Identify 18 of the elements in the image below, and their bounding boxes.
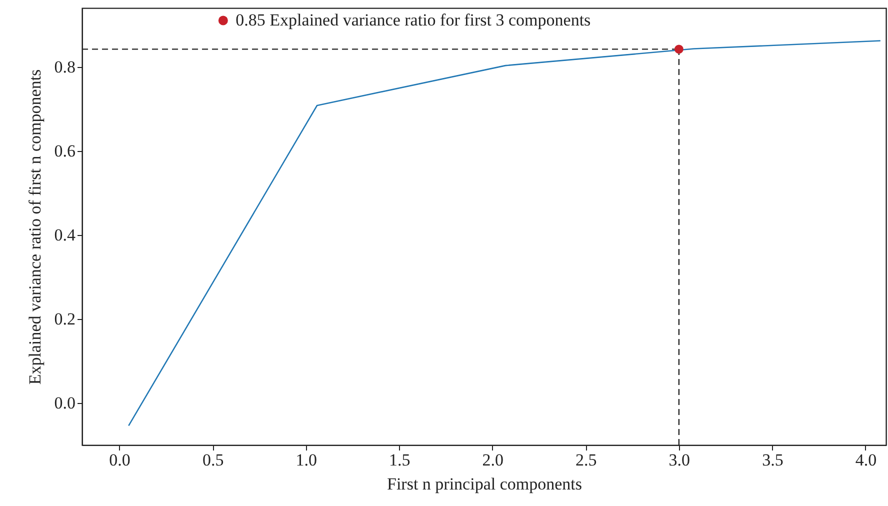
legend-label: 0.85 Explained variance ratio for first 3 components	[236, 10, 591, 30]
y-axis-title: Explained variance ratio of first n components	[25, 69, 44, 385]
y-tick-label: 0.4	[54, 225, 76, 244]
x-tick-label: 4.0	[855, 450, 877, 470]
x-tick-label: 2.0	[482, 450, 504, 470]
y-tick-label: 0.6	[54, 141, 76, 160]
x-tick-label: 3.0	[668, 450, 690, 470]
y-tick-label: 0.2	[54, 309, 76, 328]
x-tick-label: 2.5	[576, 450, 597, 470]
line-series	[128, 40, 882, 426]
x-tick-label: 0.0	[109, 450, 130, 470]
x-tick-label: 1.5	[389, 450, 410, 470]
x-tick-label: 3.5	[762, 450, 784, 470]
y-tick-label: 0.8	[54, 57, 76, 76]
x-tick-label: 0.5	[202, 450, 224, 470]
x-axis-title: First n principal components	[386, 474, 582, 494]
x-tick-label: 1.0	[296, 450, 317, 470]
y-tick-label: 0.0	[54, 393, 76, 412]
